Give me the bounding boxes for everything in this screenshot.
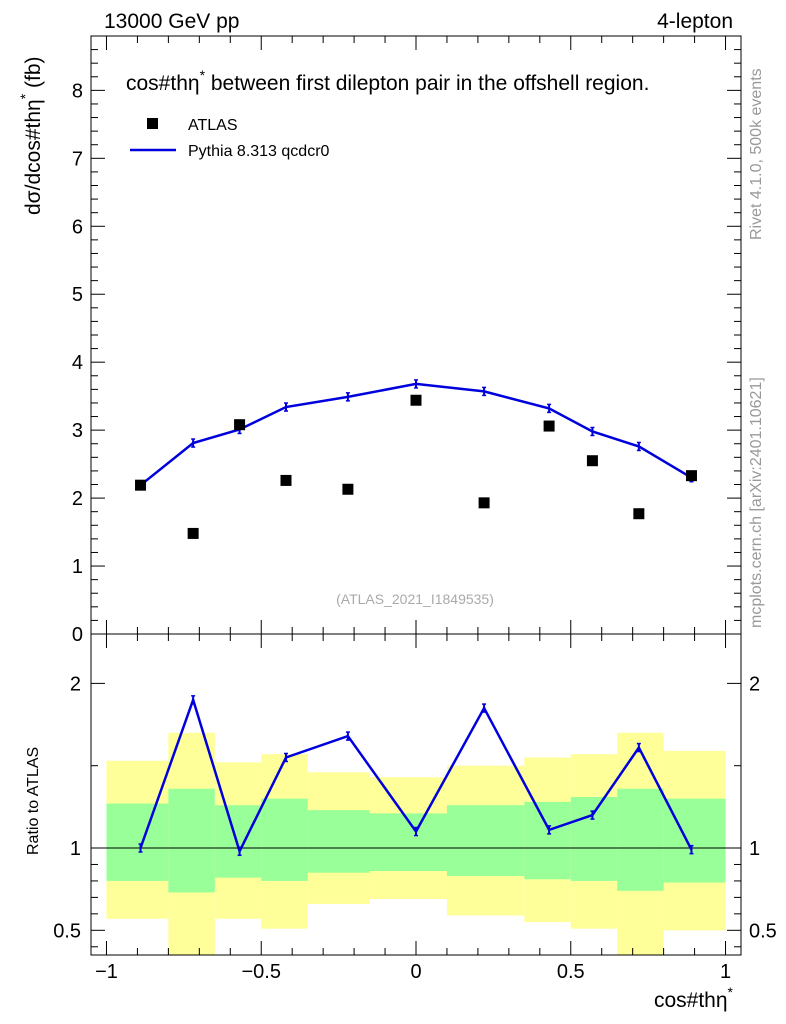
plot-title-main: cos#thη [126,72,200,95]
x-tick-label: 0.5 [557,961,585,983]
ratio-bands [106,732,726,955]
x-axis-label-main: cos#thη [654,989,728,1012]
ratio-band-inner [663,798,726,883]
legend-data-marker [147,118,158,129]
main-y-tick-label: 7 [72,148,83,170]
atlas-data-point [187,527,199,539]
ratio-y-tick-label-right: 0.5 [749,920,777,942]
main-y-tick-label: 5 [72,284,83,306]
ratio-band-inner [446,805,525,876]
ratio-band-inner [524,801,571,880]
ratio-band-inner [106,803,169,881]
main-y-tick-label: 1 [72,556,83,578]
atlas-data-point [342,483,354,495]
legend-data-label: ATLAS [188,117,238,134]
y-axis-label-superscript: * [17,93,33,99]
ratio-y-tick-label-left: 2 [70,673,81,695]
atlas-data-point [586,455,598,467]
ratio-y-tick-label-left: 0.5 [53,920,81,942]
x-tick-label: −1 [95,961,118,983]
main-y-tick-label: 8 [72,80,83,102]
plot-title-rest: between first dilepton pair in the offsh… [205,72,649,95]
atlas-data-point [410,394,422,406]
ratio-band-inner [617,788,664,891]
atlas-data-point [478,497,490,509]
main-y-axis-label: dσ/dcos#thη* (fb) [17,56,45,215]
ratio-band-inner [369,813,447,872]
x-axis-label: cos#thη* [654,984,734,1012]
main-y-tick-label: 4 [72,352,83,374]
atlas-data-point [234,419,246,431]
x-axis-label-superscript: * [728,984,734,1000]
atlas-data-point [543,420,555,432]
header-energy: 13000 GeV pp [104,10,239,33]
ratio-band-inner [307,810,370,873]
ratio-y-tick-label-right: 1 [749,838,760,860]
legend-mc-label: Pythia 8.313 qcdcr0 [188,143,330,160]
x-tick-label: 1 [720,961,731,983]
plot-title-superscript: * [200,67,206,83]
analysis-reference: (ATLAS_2021_I1849535) [336,591,494,607]
ratio-marks [138,695,694,857]
main-marks [135,379,697,539]
rivet-label: Rivet 4.1.0, 500k events [748,68,765,240]
x-tick-label: 0 [410,961,421,983]
atlas-data-point [685,470,697,482]
ratio-y-tick-label-left: 1 [70,838,81,860]
ratio-y-tick-label-right: 2 [749,673,760,695]
ratio-band-inner [570,796,618,881]
ratio-band-inner [168,788,215,893]
atlas-data-point [135,479,147,491]
atlas-data-point [280,474,292,486]
atlas-data-point [633,508,645,520]
ratio-band-inner [214,805,262,878]
y-axis-label-main: dσ/dcos#thη [22,99,45,215]
main-y-tick-label: 0 [72,624,83,646]
x-tick-label: −0.5 [241,961,280,983]
main-y-tick-label: 2 [72,488,83,510]
header-process: 4-lepton [657,10,733,33]
ratio-band-inner [261,798,308,881]
y-axis-label-unit: (fb) [22,56,45,93]
main-plot-title: cos#thη* between first dilepton pair in … [126,67,649,95]
main-y-tick-label: 3 [72,420,83,442]
ratio-panel: 0.5 0.5 1 1 2 2 −1 −0.5 0 0.5 1 Ratio to ATLAS cos… [25,633,777,1012]
main-y-tick-label: 6 [72,216,83,238]
ratio-axes: 0.5 0.5 1 1 2 2 −1 −0.5 0 0.5 1 [53,633,777,983]
mcplots-label: mcplots.cern.ch [arXiv:2401.10621] [748,377,765,628]
ratio-y-axis-label: Ratio to ATLAS [25,747,42,855]
